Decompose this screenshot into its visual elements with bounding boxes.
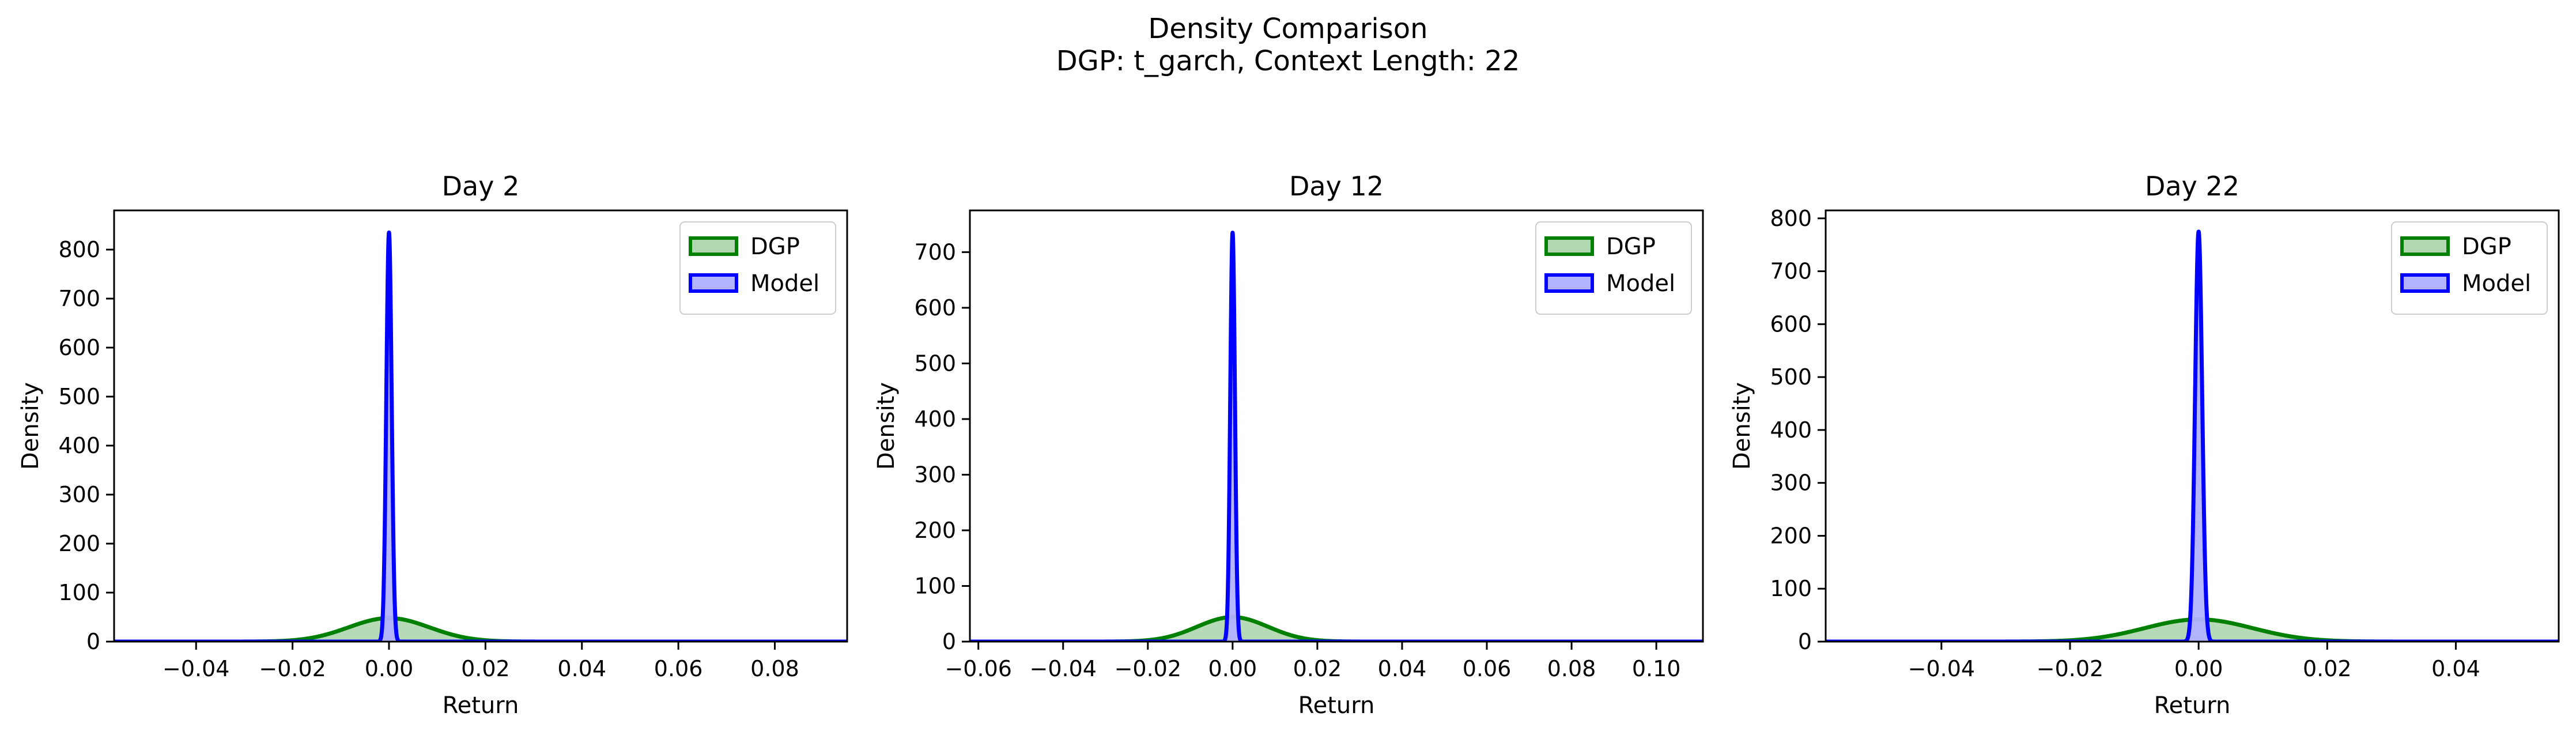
y-tick-label: 0 (942, 629, 956, 654)
legend-label-model: Model (2462, 270, 2531, 297)
y-axis-label: Density (17, 382, 44, 470)
x-tick-label: 0.06 (654, 656, 703, 681)
density-line-dgp (114, 616, 847, 642)
y-axis-label: Density (873, 382, 900, 470)
y-tick-label: 700 (914, 239, 956, 265)
x-tick-label: 0.04 (2431, 656, 2480, 681)
y-tick-label: 500 (58, 384, 100, 409)
x-tick-label: −0.06 (945, 656, 1011, 681)
x-axis-label: Return (2154, 692, 2231, 719)
y-tick-label: 0 (1798, 629, 1812, 654)
y-tick-label: 0 (86, 629, 100, 654)
y-tick-label: 200 (914, 518, 956, 543)
y-tick-label: 700 (1770, 259, 1812, 284)
legend-swatch-dgp (689, 236, 738, 256)
legend-label-dgp: DGP (1606, 233, 1656, 260)
x-tick-label: 0.10 (1632, 656, 1681, 681)
legend-swatch-model (689, 273, 738, 293)
subplot-day-2: −0.04 −0.02 0.00 0.02 0.04 0 100 200 300 400 500 60… (1729, 171, 2560, 719)
density-line-model (1826, 229, 2559, 642)
density-fill-dgp (970, 617, 1703, 642)
density-line-model (114, 230, 847, 642)
legend: DGP Model (2391, 221, 2548, 315)
x-tick-label: 0.02 (1293, 656, 1342, 681)
x-axis-label: Return (443, 692, 519, 719)
y-tick-label: 800 (58, 237, 100, 262)
y-tick-label: 600 (1770, 311, 1812, 337)
legend-label-model: Model (750, 270, 819, 297)
axes-frame (1825, 209, 2560, 643)
y-tick-label: 400 (1770, 417, 1812, 443)
x-tick-label: 0.00 (2174, 656, 2223, 681)
x-tick-label: −0.04 (1030, 656, 1097, 681)
legend-swatch-model (2400, 273, 2450, 293)
x-tick-label: −0.04 (1908, 656, 1975, 681)
y-tick-label: 100 (914, 573, 956, 598)
figure-title: Density Comparison (1148, 13, 1428, 45)
subplot-day-0: −0.04 −0.02 0.00 0.02 0.04 0.06 0.08 0 100 200 300… (17, 171, 848, 719)
x-tick-label: 0.02 (461, 656, 510, 681)
x-tick-label: −0.02 (1115, 656, 1181, 681)
y-tick-label: 200 (58, 531, 100, 556)
x-tick-label: −0.04 (163, 656, 229, 681)
axes-frame (969, 209, 1704, 643)
y-tick-label: 600 (914, 295, 956, 321)
legend-label-dgp: DGP (750, 233, 800, 260)
density-line-model (970, 231, 1703, 642)
y-tick-label: 300 (1770, 470, 1812, 496)
x-tick-label: 0.08 (750, 656, 799, 681)
y-tick-label: 600 (58, 335, 100, 360)
x-tick-label: −0.02 (259, 656, 326, 681)
x-tick-label: 0.00 (365, 656, 414, 681)
legend-swatch-dgp (2400, 236, 2450, 256)
legend: DGP Model (679, 221, 836, 315)
subplot-title: Day 22 (2145, 171, 2239, 202)
y-axis-label: Density (1729, 382, 1755, 470)
x-tick-label: 0.06 (1463, 656, 1512, 681)
density-line-dgp (970, 615, 1703, 642)
legend-swatch-dgp (1544, 236, 1594, 256)
x-tick-label: −0.02 (2037, 656, 2103, 681)
y-tick-label: 300 (914, 462, 956, 487)
y-tick-label: 400 (58, 433, 100, 458)
x-tick-label: 0.04 (1378, 656, 1427, 681)
y-tick-label: 700 (58, 286, 100, 311)
subplot-title: Day 12 (1289, 171, 1384, 202)
x-tick-label: 0.04 (557, 656, 606, 681)
y-tick-label: 200 (1770, 523, 1812, 548)
axes-frame (113, 209, 848, 643)
x-tick-label: 0.02 (2303, 656, 2352, 681)
x-axis-label: Return (1298, 692, 1375, 719)
y-tick-label: 400 (914, 406, 956, 432)
y-tick-label: 100 (58, 580, 100, 605)
legend: DGP Model (1535, 221, 1692, 315)
y-tick-label: 300 (58, 482, 100, 507)
legend-label-model: Model (1606, 270, 1675, 297)
x-tick-label: 0.08 (1547, 656, 1596, 681)
legend-label-dgp: DGP (2462, 233, 2511, 260)
legend-swatch-model (1544, 273, 1594, 293)
subplot-title: Day 2 (442, 171, 520, 202)
y-tick-label: 800 (1770, 206, 1812, 231)
x-tick-label: 0.00 (1208, 656, 1257, 681)
y-tick-label: 100 (1770, 576, 1812, 601)
subplot-day-1: −0.06 −0.04 −0.02 0.00 0.02 0.04 0.06 0.08 0.10 0… (873, 171, 1704, 719)
plot-area (1826, 229, 2559, 642)
y-tick-label: 500 (1770, 364, 1812, 390)
figure-subtitle: DGP: t_garch, Context Length: 22 (1056, 45, 1520, 77)
y-tick-label: 500 (914, 350, 956, 376)
